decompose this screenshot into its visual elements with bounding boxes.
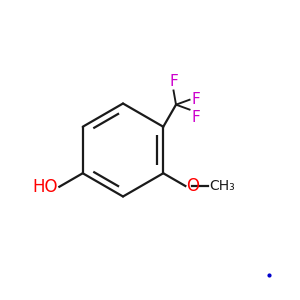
Text: O: O [186,177,199,195]
Text: HO: HO [32,178,58,196]
Text: F: F [169,74,178,89]
Text: F: F [191,110,200,125]
Text: F: F [191,92,200,107]
Text: CH₃: CH₃ [209,179,235,193]
